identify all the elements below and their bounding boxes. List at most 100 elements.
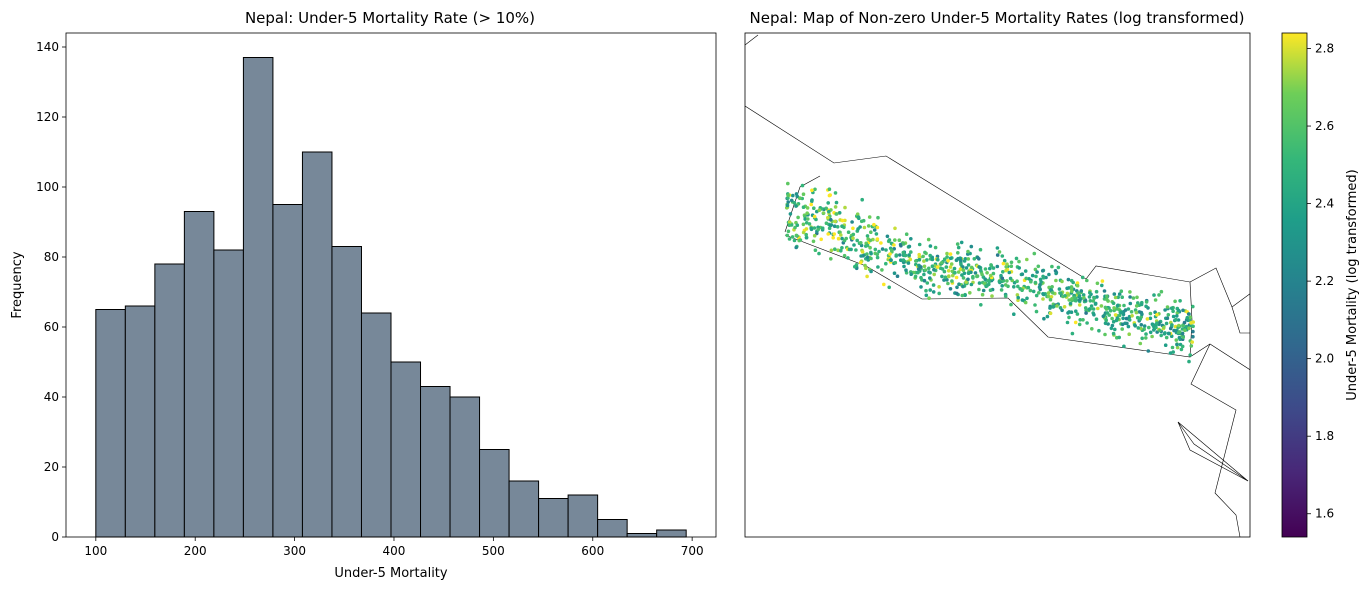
- mortality-point: [1049, 287, 1053, 292]
- mortality-point: [1033, 280, 1038, 285]
- mortality-point: [785, 233, 790, 238]
- mortality-point: [1105, 297, 1109, 302]
- mortality-point: [820, 226, 825, 230]
- mortality-point: [919, 285, 923, 289]
- mortality-point: [1079, 289, 1084, 293]
- mortality-point: [853, 264, 857, 269]
- mortality-point: [1028, 288, 1033, 293]
- mortality-point: [1104, 318, 1108, 322]
- mortality-point: [1042, 316, 1046, 321]
- mortality-point: [1009, 302, 1013, 307]
- mortality-point: [1070, 289, 1074, 294]
- mortality-point: [1127, 332, 1131, 337]
- mortality-point: [1087, 295, 1092, 299]
- mortality-point: [1038, 283, 1042, 287]
- mortality-point: [925, 258, 929, 262]
- mortality-point: [1131, 296, 1136, 300]
- mortality-point: [939, 261, 944, 265]
- histogram-bar: [213, 249, 244, 538]
- mortality-point: [804, 232, 808, 237]
- mortality-point: [933, 264, 937, 268]
- mortality-point: [1073, 295, 1077, 300]
- mortality-point: [966, 249, 970, 254]
- mortality-point: [1103, 305, 1108, 310]
- mortality-point: [869, 251, 873, 256]
- mortality-point: [866, 224, 871, 228]
- mortality-point: [1179, 347, 1184, 352]
- mortality-point: [1063, 294, 1067, 298]
- mortality-point: [1110, 323, 1115, 328]
- mortality-point: [1076, 291, 1080, 295]
- histogram-bar: [360, 312, 392, 538]
- mortality-point: [922, 278, 927, 283]
- mortality-point: [956, 251, 960, 255]
- mortality-point: [942, 278, 946, 282]
- mortality-point: [812, 206, 816, 210]
- mortality-point: [987, 282, 991, 287]
- mortality-point: [972, 257, 977, 261]
- mortality-point: [927, 296, 931, 301]
- mortality-point: [1091, 307, 1096, 311]
- mortality-point: [909, 272, 913, 277]
- mortality-point: [1128, 301, 1133, 306]
- mortality-point: [1190, 340, 1194, 344]
- mortality-point: [1164, 321, 1169, 326]
- mortality-point: [950, 279, 954, 283]
- mortality-point: [973, 271, 978, 275]
- mortality-point: [926, 237, 931, 242]
- mortality-point: [909, 250, 913, 254]
- mortality-point: [1012, 285, 1016, 289]
- mortality-point: [997, 279, 1002, 284]
- mortality-point: [804, 227, 809, 231]
- mortality-point: [785, 203, 790, 208]
- mortality-point: [851, 232, 856, 237]
- mortality-point: [969, 265, 974, 270]
- mortality-point: [946, 259, 950, 263]
- mortality-point: [824, 206, 828, 211]
- mortality-point: [1100, 279, 1105, 283]
- mortality-point: [792, 238, 797, 243]
- mortality-point: [1110, 316, 1114, 321]
- mortality-point: [826, 201, 830, 205]
- y-tick-label: 140: [36, 40, 59, 54]
- mortality-point: [1148, 311, 1153, 316]
- mortality-point: [1035, 270, 1039, 274]
- mortality-point: [1101, 314, 1106, 319]
- y-tick-label: 0: [51, 530, 59, 544]
- mortality-point: [1134, 310, 1139, 315]
- mortality-point: [987, 279, 991, 284]
- mortality-point: [1103, 321, 1108, 326]
- mortality-point: [1077, 322, 1082, 327]
- colorbar-tick-label: 1.6: [1315, 507, 1334, 521]
- mortality-point: [869, 269, 873, 274]
- mortality-point: [1137, 310, 1142, 314]
- mortality-point: [1147, 325, 1151, 330]
- mortality-point: [1165, 316, 1170, 321]
- mortality-point: [827, 209, 831, 214]
- country-borders: [745, 34, 1250, 537]
- mortality-point: [945, 278, 949, 282]
- x-tick-label: 100: [84, 544, 107, 558]
- mortality-point: [956, 245, 961, 250]
- mortality-point: [1034, 309, 1039, 314]
- mortality-point: [909, 237, 913, 241]
- histogram-bar: [567, 494, 599, 538]
- mortality-point: [1034, 274, 1038, 279]
- mortality-point: [1136, 326, 1141, 330]
- mortality-point: [868, 238, 873, 243]
- x-tick-label: 700: [681, 544, 704, 558]
- mortality-point: [1120, 327, 1124, 331]
- mortality-point: [861, 218, 866, 223]
- mortality-point: [1059, 291, 1063, 296]
- map-axes-frame: [744, 32, 1251, 538]
- mortality-point: [875, 225, 880, 230]
- mortality-point: [876, 265, 880, 269]
- mortality-point: [906, 261, 911, 265]
- mortality-point: [794, 204, 798, 208]
- mortality-point: [884, 261, 888, 266]
- mortality-point: [874, 232, 879, 236]
- mortality-point: [862, 225, 867, 230]
- mortality-point: [1113, 327, 1117, 332]
- mortality-point: [859, 254, 863, 258]
- mortality-point: [837, 211, 842, 215]
